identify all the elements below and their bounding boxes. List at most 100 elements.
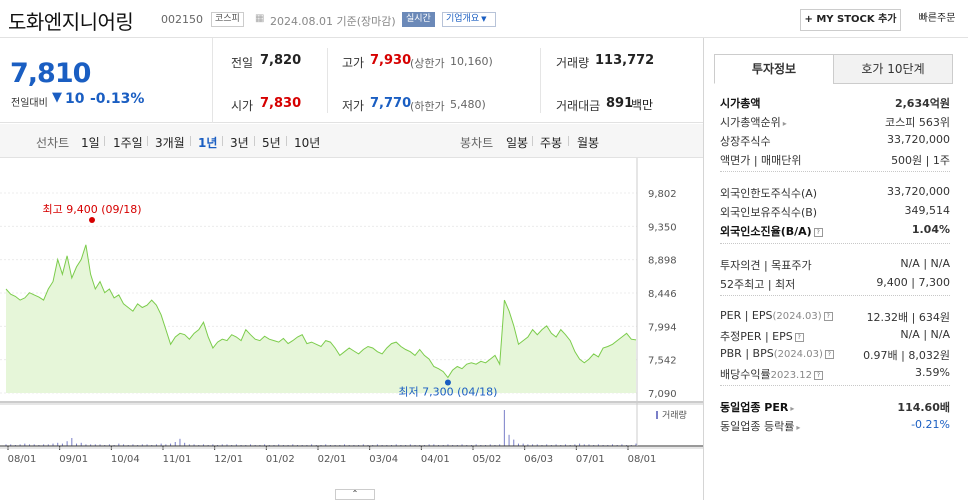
arrow-right-icon[interactable]: ▸ (796, 423, 801, 432)
company-info-dropdown[interactable]: 기업개요 ▼ (442, 12, 496, 27)
volume-bar (325, 444, 327, 446)
volume-bar (165, 444, 167, 446)
tab-1y[interactable]: 1년 (198, 136, 218, 150)
calendar-icon: ▦ (255, 13, 265, 24)
volume-bar (264, 444, 266, 446)
x-tick-label: 09/01 (59, 454, 88, 465)
info-icon[interactable]: ? (824, 349, 834, 359)
arrow-right-icon[interactable]: ▸ (782, 119, 787, 128)
low-value: 7,770 (370, 96, 412, 111)
est-per-row: 추정PER | EPS? N/A | N/A (720, 328, 950, 343)
low-marker (444, 379, 451, 386)
volume-bar (395, 444, 397, 446)
volume-bar (174, 442, 176, 446)
x-tick-label: 10/04 (111, 454, 140, 465)
volume-bar (123, 444, 125, 446)
volume-bar (461, 444, 463, 446)
volume-bar (508, 434, 510, 446)
volume-bar (249, 444, 251, 446)
volume-bar (57, 442, 59, 446)
info-icon[interactable]: ? (823, 311, 833, 321)
x-tick-label: 08/01 (8, 454, 37, 465)
volume-bar (19, 444, 21, 446)
change-percent: -0.13% (90, 91, 145, 107)
info-icon[interactable]: ? (794, 332, 804, 342)
tab-weekly[interactable]: 주봉 (540, 136, 563, 150)
line-chart-label: 선차트 (36, 136, 70, 150)
company-name: 도화엔지니어링 (8, 10, 134, 34)
collapse-chart-button[interactable]: ⌃ (335, 489, 375, 500)
volume-bar (588, 444, 590, 446)
lower-limit-label: (하한가 (410, 100, 445, 113)
realtime-badge[interactable]: 실시간 (402, 12, 435, 27)
quick-order-button[interactable]: 빠른주문 (909, 9, 965, 31)
volume-bar (447, 444, 449, 446)
tab-5y[interactable]: 5년 (262, 136, 281, 150)
volume-bar (527, 444, 529, 446)
tab-hoga[interactable]: 호가 10단계 (833, 54, 953, 84)
tab-10y[interactable]: 10년 (294, 136, 321, 150)
volume-bar (170, 443, 172, 446)
info-icon[interactable]: ? (813, 370, 823, 380)
volume-bar (536, 444, 538, 446)
volume-bar (132, 444, 134, 446)
x-tick-label: 07/01 (576, 454, 605, 465)
volume-bar (61, 443, 63, 446)
change-value: 10 (65, 91, 85, 107)
volume-bar (193, 444, 195, 446)
volume-bar (597, 444, 599, 446)
volume-bar (146, 444, 148, 446)
volume-bar (118, 443, 120, 446)
tab-daily[interactable]: 일봉 (506, 136, 529, 150)
volume-bar (475, 444, 477, 446)
tab-3m[interactable]: 3개월 (155, 136, 185, 150)
tab-1d[interactable]: 1일 (81, 136, 100, 150)
week52-row: 52주최고 | 최저 9,400 | 7,300 (720, 276, 950, 291)
divider (720, 171, 950, 172)
volume-bar (428, 444, 430, 446)
volume-bar (5, 444, 7, 446)
my-stock-add-button[interactable]: + MY STOCK 추가 (800, 9, 901, 31)
y-tick-label: 7,542 (648, 356, 677, 367)
open-label: 시가 (231, 99, 254, 113)
foreign-ratio-row: 외국인소진율(B/A)? 1.04% (720, 223, 950, 238)
volume-bar (292, 444, 294, 446)
low-label: 저가 (342, 99, 365, 113)
x-tick-label: 01/02 (266, 454, 295, 465)
change-label: 전일대비 (11, 98, 48, 109)
price-chart[interactable]: 9,802 9,350 8,898 8,446 7,994 7,542 7,090 08/0… (0, 158, 703, 500)
down-arrow-icon: ▼ (52, 90, 62, 105)
arrow-right-icon[interactable]: ▸ (790, 404, 795, 413)
market-cap-row: 시가총액 2,634억원 (720, 97, 950, 110)
tab-invest-info[interactable]: 투자정보 (714, 54, 834, 84)
volume-bar (579, 443, 581, 446)
high-marker (89, 217, 95, 223)
chart-tab-bar: 선차트 1일 1주일 3개월 1년 3년 5년 10년 봉차트 일봉 주봉 월봉 (0, 124, 703, 158)
y-tick-label: 9,350 (648, 222, 677, 233)
chevron-down-icon: ▼ (481, 15, 487, 23)
volume-value: 113,772 (595, 53, 655, 68)
volume-bar (202, 444, 204, 446)
quote-panel (0, 38, 703, 123)
volume-bar (66, 441, 68, 446)
tab-monthly[interactable]: 월봉 (577, 136, 600, 150)
high-value: 7,930 (370, 53, 412, 68)
x-tick-label: 03/04 (369, 454, 398, 465)
volume-bar (47, 444, 49, 446)
volume-bar (546, 444, 548, 446)
info-icon[interactable]: ? (813, 227, 823, 237)
volume-bar (52, 443, 54, 446)
tab-3y[interactable]: 3년 (230, 136, 249, 150)
par-value-row: 액면가 | 매매단위 500원 | 1주 (720, 154, 950, 167)
volume-bar (344, 444, 346, 446)
x-tick-label: 12/01 (214, 454, 243, 465)
stock-code: 002150 (161, 13, 203, 26)
volume-bar (90, 444, 92, 446)
tab-1w[interactable]: 1주일 (113, 136, 143, 150)
volume-bar (621, 444, 623, 446)
volume-bar (635, 443, 637, 446)
volume-bar (433, 444, 435, 446)
divider (720, 295, 950, 296)
prev-close-label: 전일 (231, 56, 254, 70)
volume-bar (574, 444, 576, 446)
